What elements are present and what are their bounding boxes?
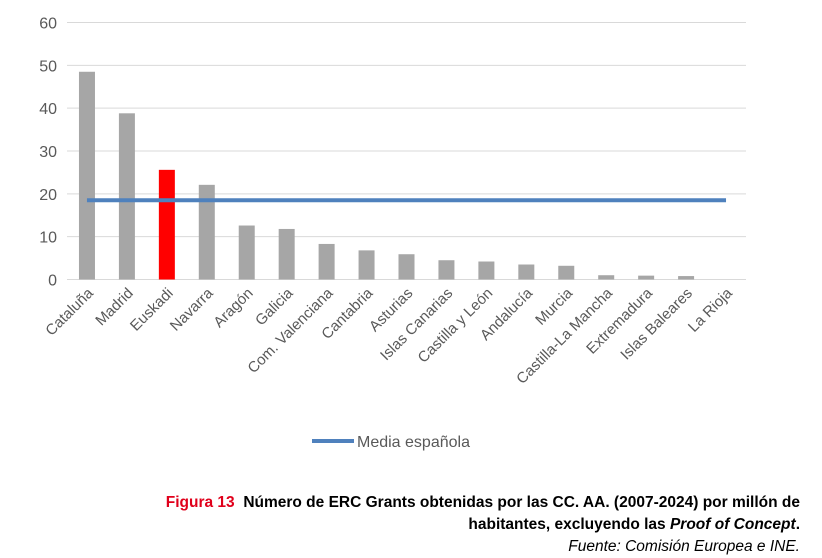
bar-15 — [638, 275, 655, 280]
figure-title-part1: Número de ERC Grants obtenidas por las C… — [243, 494, 800, 511]
figure-title-part2: habitantes, excluyendo las — [468, 516, 670, 533]
bar-8 — [358, 250, 375, 280]
bar-1 — [78, 71, 95, 280]
figure-caption: Figura 13 Número de ERC Grants obtenidas… — [20, 492, 800, 558]
x-tick-label-1: Cataluña — [42, 284, 97, 339]
bars — [78, 71, 695, 280]
y-tick-0: 0 — [48, 273, 57, 290]
x-tick-label-5: Aragón — [210, 285, 256, 331]
y-tick-50: 50 — [39, 58, 57, 75]
y-axis-ticks: 0 10 20 30 40 50 60 — [39, 16, 57, 290]
bar-5 — [238, 225, 255, 280]
y-tick-40: 40 — [39, 101, 57, 118]
bar-2 — [118, 113, 135, 280]
x-axis-labels: CataluñaMadridEuskadiNavarraAragónGalici… — [42, 284, 736, 387]
bar-10 — [438, 260, 455, 280]
x-tick-label-4: Navarra — [167, 284, 217, 334]
bar-3 — [158, 169, 175, 280]
gridlines — [67, 22, 746, 280]
y-tick-60: 60 — [39, 16, 57, 33]
figure-label: Figura 13 — [165, 494, 235, 511]
y-tick-20: 20 — [39, 187, 57, 204]
figure-source: Fuente: Comisión Europea e INE. — [568, 538, 800, 555]
bar-13 — [558, 265, 575, 280]
y-tick-10: 10 — [39, 230, 57, 247]
caption-line-2: habitantes, excluyendo las Proof of Conc… — [20, 514, 800, 536]
bar-14 — [598, 275, 615, 280]
caption-line-1: Figura 13 Número de ERC Grants obtenidas… — [20, 492, 800, 514]
bar-16 — [678, 276, 695, 280]
bar-4 — [198, 184, 215, 280]
bar-9 — [398, 254, 415, 280]
legend-label-media: Media española — [357, 434, 470, 451]
x-tick-label-17: La Rioja — [685, 284, 736, 335]
figure-title-end: . — [795, 516, 800, 533]
bar-11 — [478, 261, 495, 280]
figure-title-italic: Proof of Concept — [669, 516, 796, 533]
x-tick-label-3: Euskadi — [127, 285, 177, 335]
erc-grants-chart: 0 10 20 30 40 50 60 CataluñaMadridEuskadiNavar… — [39, 16, 746, 451]
bar-6 — [278, 228, 295, 280]
y-tick-30: 30 — [39, 144, 57, 161]
bar-12 — [518, 264, 535, 280]
bar-7 — [318, 243, 335, 280]
legend: Media española — [312, 434, 470, 451]
